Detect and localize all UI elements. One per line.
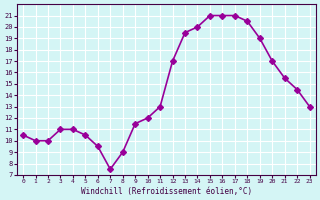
X-axis label: Windchill (Refroidissement éolien,°C): Windchill (Refroidissement éolien,°C) [81, 187, 252, 196]
